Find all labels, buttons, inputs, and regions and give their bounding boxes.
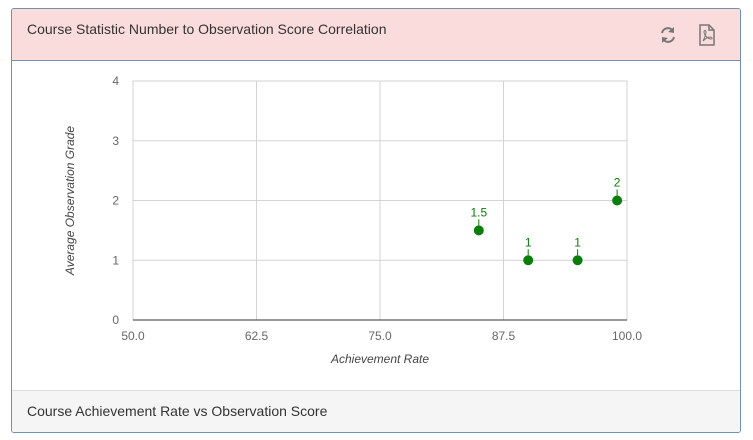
x-tick-label: 62.5 [245,329,269,343]
panel-title: Course Statistic Number to Observation S… [27,21,387,37]
panel-footer: Course Achievement Rate vs Observation S… [12,390,740,432]
data-label: 2 [614,176,621,190]
pdf-icon[interactable] [696,24,718,46]
x-tick-label: 87.5 [492,329,516,343]
data-label: 1.5 [470,205,487,219]
data-point [523,255,534,266]
data-point [473,225,484,236]
data-point [612,195,623,206]
x-tick-label: 75.0 [368,329,392,343]
x-tick-label: 100.0 [612,329,642,343]
y-axis-title: Average Observation Grade [63,126,77,277]
y-tick-label: 3 [112,134,119,148]
y-tick-label: 0 [112,313,119,327]
footer-caption: Course Achievement Rate vs Observation S… [27,403,328,419]
y-tick-label: 1 [112,253,119,267]
data-point [572,255,583,266]
refresh-icon[interactable] [657,24,679,46]
panel-header: Course Statistic Number to Observation S… [12,9,740,61]
x-axis-title: Achievement Rate [330,352,429,366]
data-label: 1 [525,235,532,249]
data-label: 1 [574,235,581,249]
y-tick-label: 2 [112,194,119,208]
y-tick-label: 4 [112,74,119,88]
x-tick-label: 50.0 [121,329,145,343]
